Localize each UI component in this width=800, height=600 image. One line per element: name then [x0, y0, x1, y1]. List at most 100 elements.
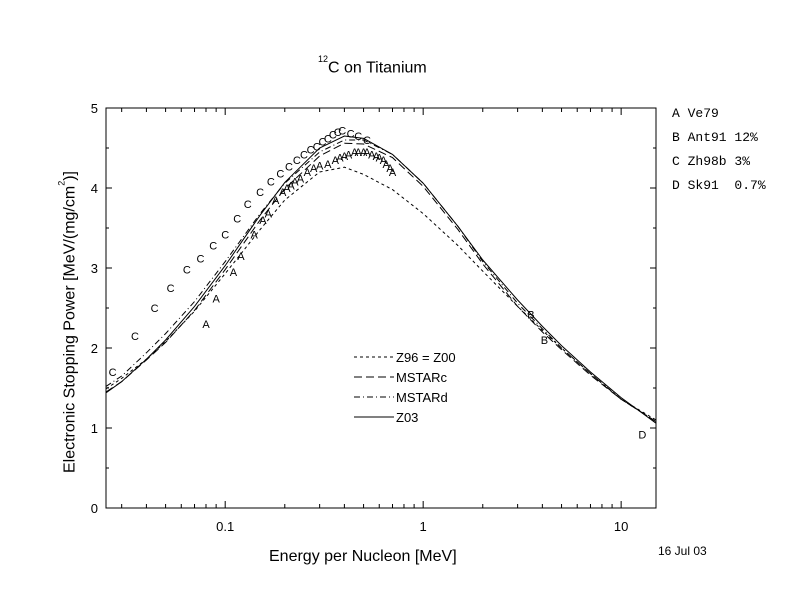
legend-label: Z03: [396, 409, 419, 425]
data-point-A: A: [386, 163, 394, 175]
legend-item: MSTARc: [354, 367, 456, 387]
data-point-C: C: [244, 199, 252, 211]
data-point-A: A: [265, 209, 273, 221]
y-tick-label: 1: [91, 421, 98, 436]
reference-item: C Zh98b 3%: [672, 154, 751, 169]
chart-title: 12C on Titanium: [318, 54, 427, 77]
legend-item: MSTARd: [354, 387, 456, 407]
data-point-C: C: [324, 133, 332, 145]
data-point-A: A: [259, 215, 267, 227]
data-point-C: C: [363, 135, 371, 147]
y-axis-label-superscript: 2: [56, 180, 67, 186]
data-point-C: C: [167, 283, 175, 295]
data-point-A: A: [237, 251, 245, 263]
series-line-3: [105, 139, 657, 423]
x-tick-label: 0.1: [216, 519, 234, 534]
plot-frame: [105, 107, 657, 509]
legend-label: MSTARc: [396, 369, 448, 385]
x-tick-label: 1: [420, 519, 427, 534]
data-point-C: C: [318, 137, 326, 149]
legend-item: Z96 = Z00: [354, 347, 456, 367]
data-point-A: A: [279, 187, 287, 199]
y-axis-label-main: Electronic Stopping Power [MeV/(mg/cm: [61, 185, 79, 474]
data-point-C: C: [300, 149, 308, 161]
data-point-A: A: [310, 163, 318, 175]
data-point-C: C: [338, 125, 346, 137]
data-point-C: C: [131, 331, 139, 343]
data-point-A: A: [304, 167, 312, 179]
data-point-C: C: [151, 303, 159, 315]
data-point-A: A: [360, 147, 368, 159]
data-point-A: A: [250, 229, 258, 241]
legend-swatch: [354, 356, 394, 358]
data-point-A: A: [212, 293, 220, 305]
data-point-C: C: [233, 213, 241, 225]
legend-label: Z96 = Z00: [396, 349, 456, 365]
y-tick-label: 4: [91, 181, 98, 196]
data-point-C: C: [267, 177, 275, 189]
data-point-A: A: [272, 195, 280, 207]
legend: Z96 = Z00 MSTARc MSTARd Z03: [354, 347, 456, 427]
data-point-C: C: [276, 169, 284, 181]
legend-swatch: [354, 396, 394, 398]
data-point-A: A: [324, 159, 332, 171]
y-tick-label: 2: [91, 341, 98, 356]
reference-item: D Sk91 0.7%: [672, 178, 766, 193]
data-point-B: B: [527, 309, 534, 321]
axis-ticks: 0 1 2 3 4 5 0.1 1 10: [91, 101, 656, 534]
data-point-A: A: [380, 155, 388, 167]
data-point-A: A: [363, 147, 371, 159]
data-point-C: C: [109, 367, 117, 379]
data-point-C: C: [354, 131, 362, 143]
data-point-A: A: [376, 153, 384, 165]
data-point-A: A: [202, 319, 210, 331]
legend-item: Z03: [354, 407, 456, 427]
data-point-A: A: [297, 173, 305, 185]
title-text: C on Titanium: [328, 59, 427, 77]
series-line-4: [105, 135, 657, 424]
y-tick-label: 0: [91, 501, 98, 516]
series-line-2: [105, 142, 657, 423]
data-point-C: C: [221, 229, 229, 241]
data-point-A: A: [287, 181, 295, 193]
data-point-A: A: [355, 147, 363, 159]
x-tick-label: 10: [614, 519, 628, 534]
reference-list: A Ve79 B Ant91 12% C Zh98b 3% D Sk91 0.7%: [672, 106, 766, 202]
data-point-C: C: [209, 241, 217, 253]
data-point-C: C: [313, 141, 321, 153]
data-point-C: C: [347, 129, 355, 141]
data-point-A: A: [336, 153, 344, 165]
data-point-A: A: [332, 155, 340, 167]
data-point-C: C: [183, 265, 191, 277]
data-point-A: A: [283, 183, 291, 195]
reference-item: B Ant91 12%: [672, 130, 758, 145]
data-point-C: C: [293, 155, 301, 167]
y-tick-label: 3: [91, 261, 98, 276]
legend-label: MSTARd: [396, 389, 448, 405]
data-point-A: A: [341, 151, 349, 163]
data-point-A: A: [291, 177, 299, 189]
x-axis-label: Energy per Nucleon [MeV]: [269, 548, 457, 565]
data-point-C: C: [196, 253, 204, 265]
data-point-A: A: [373, 151, 381, 163]
data-point-C: C: [334, 127, 342, 139]
data-point-A: A: [345, 149, 353, 161]
y-axis-label: Electronic Stopping Power [MeV/(mg/cm2)]: [56, 171, 79, 474]
title-superscript: 12: [318, 54, 329, 64]
date-stamp: 16 Jul 03: [658, 544, 707, 558]
data-point-A: A: [389, 167, 397, 179]
data-point-B: B: [541, 335, 548, 347]
legend-swatch: [354, 416, 394, 418]
data-point-A: A: [382, 159, 390, 171]
data-point-A: A: [351, 147, 359, 159]
data-point-C: C: [285, 161, 293, 173]
y-tick-label: 5: [91, 101, 98, 116]
data-point-A: A: [316, 161, 324, 173]
data-point-C: C: [329, 129, 337, 141]
data-point-D: D: [638, 429, 646, 441]
data-point-C: C: [256, 187, 264, 199]
data-point-A: A: [368, 149, 376, 161]
data-point-A: A: [230, 267, 238, 279]
